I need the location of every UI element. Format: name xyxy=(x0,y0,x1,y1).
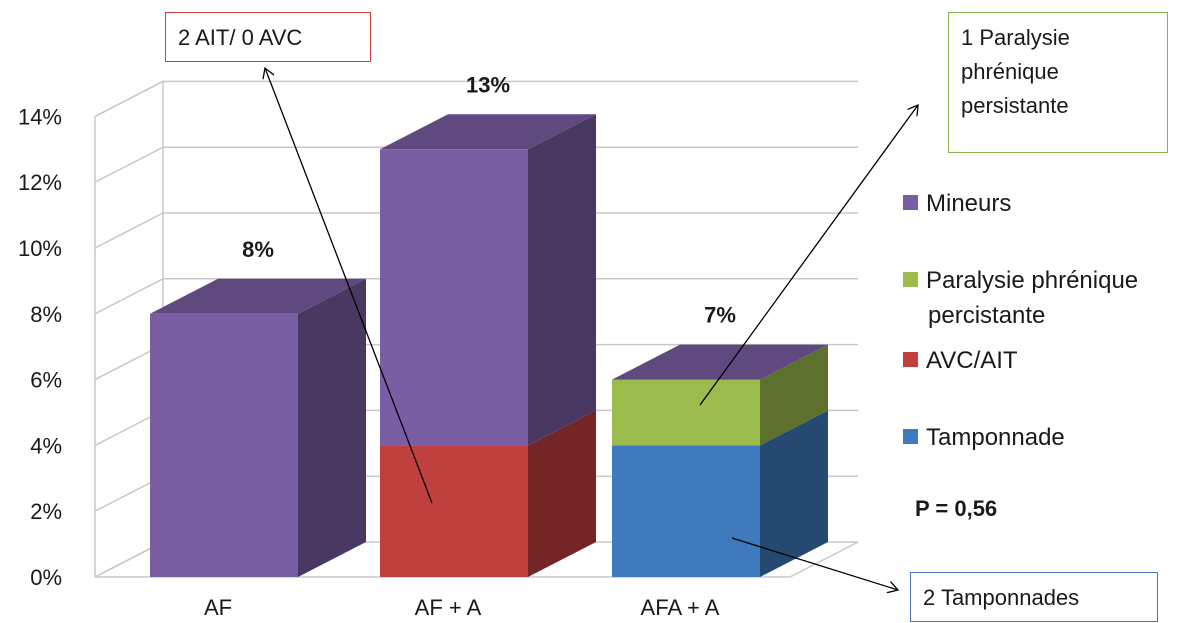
gridline xyxy=(94,146,858,183)
callout-paralysie: 1 Paralysie phrénique persistante xyxy=(948,12,1168,153)
y-tick-label: 12% xyxy=(18,170,62,195)
y-tick-label: 8% xyxy=(30,302,62,327)
callout-paralysie-line-2: phrénique xyxy=(961,59,1059,84)
legend-item-paralysie-cont: percistante xyxy=(928,302,1045,330)
floor-edge xyxy=(95,541,859,578)
legend-swatch-mineurs xyxy=(903,195,918,211)
bar-segment xyxy=(612,379,760,446)
callout-paralysie-line-1: 1 Paralysie xyxy=(961,25,1070,50)
legend-item-mineurs: Mineurs xyxy=(903,190,1011,218)
y-tick-label: 14% xyxy=(18,104,62,129)
callout-arrow xyxy=(265,68,433,504)
legend-swatch-tamponnade xyxy=(903,429,918,445)
bar-top xyxy=(612,344,828,380)
bar-side xyxy=(760,410,828,577)
bar-side xyxy=(760,344,828,446)
legend-swatch-avc xyxy=(903,352,918,368)
legend-label-tamponnade: Tamponnade xyxy=(926,424,1065,451)
callout-arrows xyxy=(265,68,918,590)
y-tick-label: 10% xyxy=(18,236,62,261)
p-value: P = 0,56 xyxy=(915,496,998,521)
y-tick-label: 2% xyxy=(30,499,62,524)
callout-paralysie-line-3: persistante xyxy=(961,93,1069,118)
callout-tamponnades: 2 Tamponnades xyxy=(910,572,1158,622)
bar-top xyxy=(380,114,596,150)
gridline xyxy=(94,212,858,249)
legend-swatch-paralysie xyxy=(903,272,918,288)
gridline xyxy=(94,80,858,118)
bar-side xyxy=(528,410,596,577)
bar-side xyxy=(528,114,596,446)
total-label: 8% xyxy=(242,237,274,262)
bar-segment xyxy=(150,313,298,577)
bar-top xyxy=(150,278,366,314)
callout-ait: 2 AIT/ 0 AVC xyxy=(165,12,371,62)
legend-label-mineurs: Mineurs xyxy=(926,190,1012,217)
legend-item-tamponnade: Tamponnade xyxy=(903,424,1065,452)
y-axis-ticks: 0% 2% 4% 6% 8% 10% 12% 14% xyxy=(18,104,62,590)
callout-arrow xyxy=(699,105,918,406)
total-label: 7% xyxy=(704,303,736,328)
y-tick-label: 4% xyxy=(30,433,62,458)
gridline xyxy=(94,278,858,315)
bar-segment xyxy=(380,445,528,577)
bar-side xyxy=(298,278,366,577)
legend-item-avc: AVC/AIT xyxy=(903,347,1018,375)
legend-item-paralysie: Paralysie phrénique xyxy=(903,267,1138,295)
x-tick-label: AF + A xyxy=(415,595,482,620)
bar-segment xyxy=(380,149,528,446)
x-tick-label: AF xyxy=(204,595,232,620)
x-axis-ticks: AF AF + A AFA + A xyxy=(204,595,720,620)
y-tick-label: 0% xyxy=(30,565,62,590)
x-tick-label: AFA + A xyxy=(641,595,720,620)
legend-label-paralysie-1: Paralysie phrénique xyxy=(926,267,1139,294)
y-tick-label: 6% xyxy=(30,368,62,393)
bar-segment xyxy=(612,445,760,577)
total-labels: 8% 13% 7% xyxy=(242,72,736,327)
callout-arrow xyxy=(731,537,898,590)
total-label: 13% xyxy=(466,72,510,97)
bars xyxy=(150,114,828,577)
legend-label-avc: AVC/AIT xyxy=(926,347,1018,374)
legend-label-paralysie-2: percistante xyxy=(928,302,1046,329)
